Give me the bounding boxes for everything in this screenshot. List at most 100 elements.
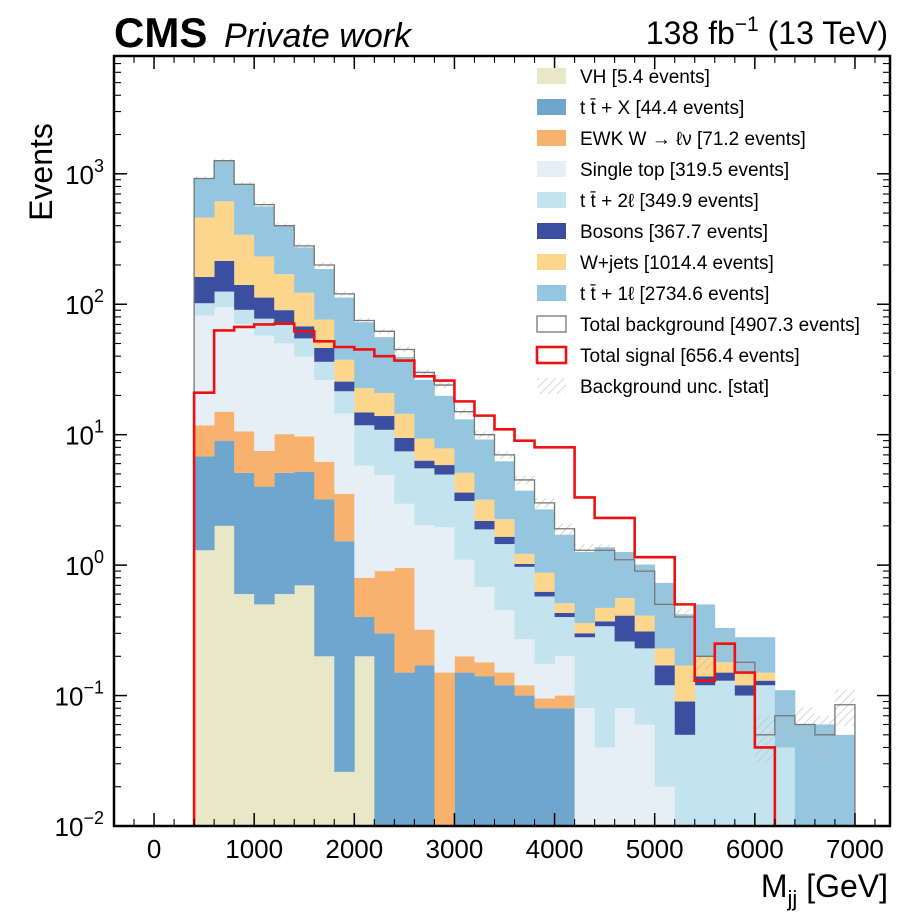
bar-ttX-bin-2 [194, 456, 215, 551]
unc-band-bin-26 [674, 608, 695, 628]
y-tick-label: 100 [65, 547, 104, 581]
bar-Bosons-bin-13 [414, 460, 435, 469]
bar-tt1l-bin-13 [414, 379, 435, 439]
bar-Wjets-bin-19 [534, 572, 555, 592]
bar-EWK-bin-15 [454, 656, 475, 673]
series-VH [194, 525, 375, 826]
bar-VH-bin-9 [334, 771, 355, 826]
legend-swatch [536, 315, 567, 333]
bar-tt2l-bin-2 [194, 303, 215, 316]
x-axis-title: Mjj [GeV] [761, 868, 888, 911]
bar-EWK-bin-10 [354, 577, 375, 618]
bar-Wjets-bin-13 [414, 438, 435, 461]
bar-EWK-bin-2 [194, 425, 215, 457]
background-uncertainty-band [194, 158, 855, 764]
bar-tt2l-bin-26 [674, 734, 696, 826]
bar-VH-bin-5 [254, 604, 275, 826]
bar-Wjets-bin-22 [594, 607, 616, 622]
legend-entry-tt2l: t t̄ + 2ℓ [349.9 events] [537, 191, 759, 212]
series-ttX [194, 440, 575, 826]
unc-band-bin-32 [794, 706, 815, 751]
axis-ticks [114, 55, 890, 827]
unc-band-bin-27 [694, 645, 715, 671]
lumi-value: 138 fb [646, 15, 735, 51]
bar-Wjets-bin-25 [654, 648, 676, 666]
bar-ttX-bin-15 [454, 672, 475, 826]
bar-tt2l-bin-13 [414, 468, 435, 526]
legend-entry-Bosons: Bosons [367.7 events] [537, 222, 768, 243]
bar-tt1l-bin-19 [534, 509, 555, 573]
bar-ttX-bin-7 [294, 471, 315, 586]
total-signal-line [192, 322, 777, 826]
bar-SingleTop-bin-21 [574, 708, 596, 826]
unc-band-bin-33 [814, 716, 835, 764]
bar-EWK-bin-5 [254, 450, 275, 487]
bar-tt2l-bin-27 [694, 685, 716, 826]
bar-tt1l-bin-16 [474, 439, 495, 500]
bar-ttX-bin-13 [414, 665, 435, 826]
bar-EWK-bin-19 [534, 698, 555, 709]
bar-SingleTop-bin-22 [594, 747, 616, 826]
legend-swatch [537, 192, 566, 208]
bar-tt1l-bin-34 [834, 734, 856, 826]
bar-tt2l-bin-21 [574, 637, 596, 709]
bar-Bosons-bin-25 [654, 665, 676, 686]
bar-SingleTop-bin-23 [614, 708, 636, 826]
x-tick-label: 1000 [225, 834, 283, 864]
bar-ttX-bin-10 [354, 617, 375, 657]
bar-EWK-bin-18 [514, 685, 535, 696]
legend-swatch [537, 161, 566, 177]
unc-band-bin-29 [734, 650, 755, 677]
bar-tt1l-bin-8 [314, 269, 335, 320]
legend-entry-Wjets: W+jets [1014.4 events] [537, 253, 774, 274]
bar-Bosons-bin-6 [274, 310, 295, 325]
bar-tt1l-bin-12 [394, 356, 415, 414]
bar-Wjets-bin-8 [314, 319, 335, 348]
bar-Wjets-bin-12 [394, 413, 415, 438]
bar-SingleTop-bin-6 [274, 343, 295, 435]
legend-entry-SingleTop: Single top [319.5 events] [537, 160, 789, 181]
legend-label: VH [5.4 events] [580, 67, 710, 88]
bar-EWK-bin-3 [214, 411, 235, 441]
bar-SingleTop-bin-18 [514, 639, 535, 686]
bar-VH-bin-6 [274, 594, 295, 826]
x-tick-label: 3000 [426, 834, 484, 864]
bar-Wjets-bin-23 [614, 597, 636, 616]
bar-SingleTop-bin-13 [414, 525, 435, 630]
unc-band-bin-31 [774, 699, 795, 740]
bar-VH-bin-4 [234, 594, 255, 826]
bar-tt1l-bin-21 [574, 552, 596, 623]
bar-Wjets-bin-21 [574, 622, 596, 634]
bar-ttX-bin-20 [554, 708, 575, 826]
bar-Bosons-bin-22 [594, 621, 616, 627]
bar-SingleTop-bin-2 [194, 315, 215, 426]
bar-Bosons-bin-3 [214, 260, 235, 292]
bar-Bosons-bin-14 [434, 465, 455, 475]
legend-entry-background-unc: Background unc. [stat] [537, 377, 769, 398]
bar-EWK-bin-9 [334, 493, 355, 542]
stacked-histograms [194, 160, 856, 826]
bar-Bosons-bin-21 [574, 633, 596, 638]
bar-Bosons-bin-23 [614, 615, 636, 642]
bar-tt2l-bin-14 [434, 474, 455, 528]
bar-ttX-bin-9 [334, 541, 355, 772]
bar-Bosons-bin-15 [454, 492, 475, 502]
legend-label: t t̄ + 1ℓ [2734.6 events] [580, 284, 769, 305]
bar-tt1l-bin-4 [234, 183, 255, 235]
bar-ttX-bin-17 [494, 685, 515, 826]
bar-ttX-bin-18 [514, 695, 535, 826]
legend-entry-total-signal: Total signal [656.4 events] [535, 345, 800, 367]
bar-ttX-bin-3 [214, 440, 235, 526]
bar-VH-bin-7 [294, 585, 315, 826]
luminosity-label: 138 fb−1 (13 TeV) [646, 13, 888, 51]
bar-tt1l-bin-27 [694, 604, 716, 657]
y-axis-title: Events [23, 123, 59, 221]
bar-SingleTop-bin-7 [294, 356, 315, 437]
bar-Wjets-bin-26 [674, 665, 696, 702]
bar-VH-bin-8 [314, 656, 335, 826]
bar-tt1l-bin-2 [194, 179, 215, 218]
bar-Bosons-bin-18 [514, 563, 535, 567]
bar-Bosons-bin-10 [354, 412, 375, 426]
series-Wjets [194, 201, 776, 702]
